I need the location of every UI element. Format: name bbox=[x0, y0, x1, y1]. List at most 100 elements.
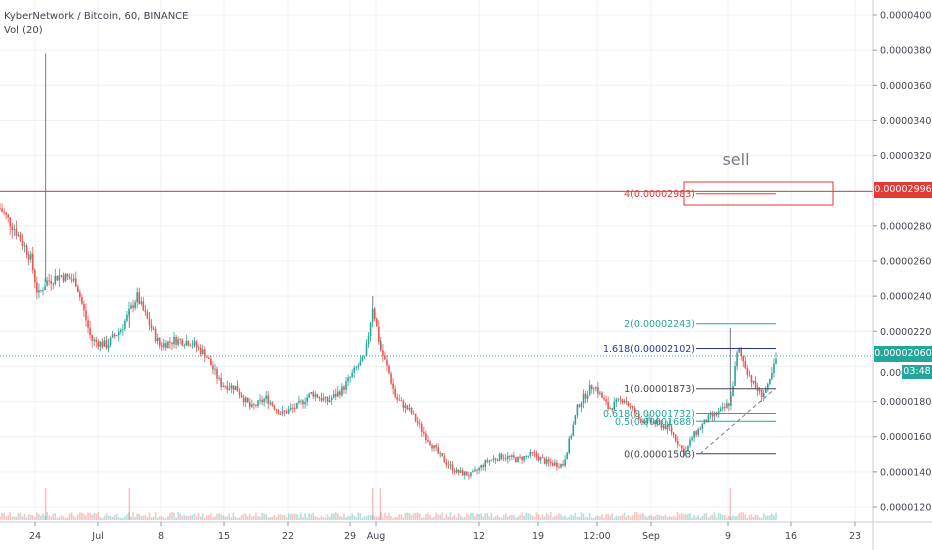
time-tick-label: 12 bbox=[473, 531, 485, 542]
volume-bar bbox=[306, 517, 308, 520]
candle-body bbox=[613, 401, 616, 410]
candle-body bbox=[570, 435, 573, 439]
chart-drawings[interactable]: sell 4(0.00002983) 2(0.00002243) 1.618(0.00… bbox=[0, 150, 873, 460]
symbol-title[interactable]: KyberNetwork / Bitcoin, 60, BINANCE bbox=[4, 11, 189, 22]
time-axis[interactable]: 24 Jul 8 15 22 29 Aug 12 19 12:00 Sep 9 16 23 bbox=[0, 521, 932, 542]
candle-body bbox=[603, 397, 605, 400]
candle-body bbox=[711, 413, 714, 417]
candle-body bbox=[238, 391, 241, 395]
candle-body bbox=[726, 403, 728, 408]
volume-bar bbox=[261, 513, 263, 520]
volume-bar bbox=[404, 512, 407, 520]
candle-body bbox=[463, 471, 466, 476]
volume-bar bbox=[441, 512, 444, 520]
volume-bar bbox=[173, 512, 175, 520]
volume-bar bbox=[609, 515, 611, 520]
volume-bar bbox=[398, 514, 401, 520]
volume-bar bbox=[220, 514, 222, 520]
volume-bar bbox=[674, 516, 677, 520]
candle-body bbox=[396, 397, 399, 400]
volume-bar bbox=[314, 515, 317, 520]
candle-body bbox=[179, 339, 181, 340]
price-tick-label: 0.00001400 bbox=[880, 467, 932, 478]
fib-level-label: 0.618(0.00001732) bbox=[603, 409, 695, 420]
price-tick-label: 0.00001600 bbox=[880, 432, 932, 443]
candle-body bbox=[752, 380, 755, 383]
volume-bar bbox=[451, 516, 454, 520]
volume-bar bbox=[304, 513, 306, 520]
candle-body bbox=[285, 411, 288, 414]
volume-bar bbox=[527, 513, 530, 520]
candle-body bbox=[203, 349, 206, 358]
candle-body bbox=[771, 372, 773, 379]
volume-bar bbox=[611, 513, 614, 520]
volume-bar bbox=[212, 517, 214, 520]
candle-body bbox=[400, 400, 403, 402]
volume-bar bbox=[263, 513, 265, 520]
candle-body bbox=[390, 373, 392, 384]
candle-body bbox=[291, 407, 294, 409]
candle-body bbox=[48, 280, 50, 282]
volume-bar bbox=[666, 517, 669, 520]
candle-body bbox=[44, 285, 46, 291]
candle-body bbox=[142, 301, 145, 311]
candle-body bbox=[318, 397, 321, 399]
candle-body bbox=[138, 292, 141, 304]
chart-grid bbox=[0, 0, 873, 522]
candle-body bbox=[461, 470, 464, 476]
candle-body bbox=[666, 423, 669, 430]
volume-bar bbox=[631, 515, 634, 520]
volume-bar bbox=[736, 515, 738, 520]
candle-body bbox=[595, 387, 597, 389]
candle-body bbox=[251, 404, 253, 407]
candle-body bbox=[492, 458, 495, 460]
candle-body bbox=[371, 308, 374, 323]
volume-bar bbox=[707, 517, 710, 520]
volume-bar bbox=[46, 512, 48, 520]
volume-bar bbox=[89, 513, 91, 520]
candle-body bbox=[486, 460, 489, 462]
volume-bar bbox=[715, 517, 718, 520]
volume-bar bbox=[613, 517, 616, 520]
candle-body bbox=[414, 413, 417, 422]
volume-bar bbox=[590, 517, 593, 520]
candle-body bbox=[101, 341, 104, 347]
volume-bar bbox=[60, 515, 63, 520]
candle-body bbox=[521, 456, 523, 461]
volume-bar bbox=[31, 515, 34, 520]
candle-body bbox=[646, 417, 648, 424]
candle-body bbox=[730, 396, 732, 406]
candle-body bbox=[578, 404, 581, 407]
candle-body bbox=[330, 397, 333, 401]
volume-bar bbox=[738, 513, 740, 520]
price-tick-label: 0.00001200 bbox=[880, 503, 932, 514]
candle-body bbox=[359, 361, 362, 366]
candlesticks[interactable] bbox=[0, 53, 777, 480]
volume-bar bbox=[109, 515, 112, 520]
volume-bar bbox=[355, 516, 358, 520]
candle-body bbox=[556, 462, 558, 467]
volume-indicator-title[interactable]: Vol (20) bbox=[4, 25, 43, 36]
candle-body bbox=[384, 355, 386, 360]
candle-body bbox=[334, 393, 337, 397]
candle-body bbox=[294, 408, 296, 409]
candle-body bbox=[494, 458, 497, 460]
candle-body bbox=[502, 458, 505, 460]
volume-bar bbox=[42, 513, 44, 520]
candle-body bbox=[476, 469, 478, 471]
volume-bar bbox=[642, 513, 644, 520]
volume-bar bbox=[228, 513, 231, 520]
candle-body bbox=[326, 396, 329, 402]
candle-body bbox=[736, 352, 738, 367]
candle-body bbox=[568, 438, 571, 453]
candle-body bbox=[769, 378, 771, 384]
volume-bar bbox=[322, 517, 325, 520]
volume-bar bbox=[54, 513, 57, 520]
volume-bar bbox=[113, 514, 116, 520]
volume-bar bbox=[160, 516, 163, 520]
volume-bar bbox=[142, 515, 145, 520]
candle-body bbox=[642, 421, 644, 423]
volume-bar bbox=[277, 514, 280, 520]
price-axis[interactable]: 0.00004000 0.00003800 0.00003600 0.00003400… bbox=[872, 0, 932, 550]
